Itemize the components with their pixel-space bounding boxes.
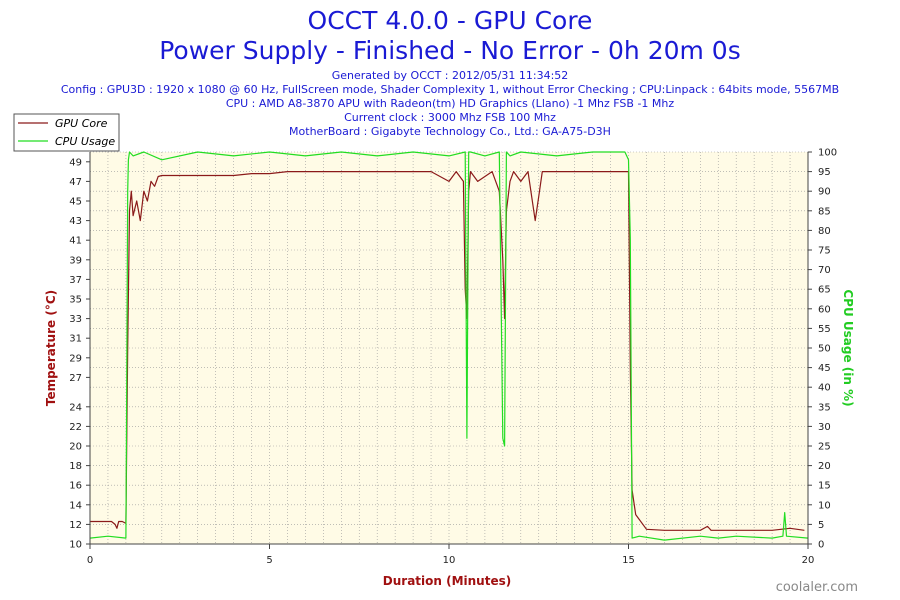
info-cpu: CPU : AMD A8-3870 APU with Radeon(tm) HD… [225, 97, 675, 110]
y-tick-label-right: 65 [818, 285, 831, 296]
x-tick-label: 10 [443, 555, 456, 566]
info-generated: Generated by OCCT : 2012/05/31 11:34:52 [331, 69, 569, 82]
y-tick-label-right: 35 [818, 402, 831, 413]
info-config: Config : GPU3D : 1920 x 1080 @ 60 Hz, Fu… [60, 83, 840, 96]
watermark-text: coolaler.com [776, 580, 858, 595]
y-tick-label-right: 15 [818, 481, 831, 492]
y-tick-label-right: 75 [818, 246, 831, 257]
y-tick-label-left: 39 [69, 255, 82, 266]
y-tick-label-left: 45 [69, 197, 82, 208]
y-tick-label-left: 29 [69, 353, 82, 364]
x-tick-label: 20 [802, 555, 815, 566]
y-tick-label-left: 47 [69, 177, 82, 188]
y-tick-label-left: 14 [69, 500, 82, 511]
y-tick-label-right: 20 [818, 461, 831, 472]
y-tick-label-left: 43 [69, 216, 82, 227]
chart-title: OCCT 4.0.0 - GPU Core [307, 6, 593, 35]
series-cpu-usage-line [89, 151, 809, 541]
y-tick-label-right: 25 [818, 442, 831, 453]
y-tick-label-right: 5 [818, 520, 824, 531]
y-tick-label-right: 100 [818, 148, 837, 159]
axes: 0 5 10 15 20 10 12 14 16 18 20 22 24 27 29 31 33 35 37 39 41… [69, 148, 837, 567]
y-tick-label-right: 55 [818, 324, 831, 335]
y-tick-label-right: 60 [818, 304, 831, 315]
grid [90, 151, 808, 545]
y-tick-label-left: 41 [69, 236, 82, 247]
series-gpu-core-line [90, 171, 805, 531]
x-tick-label: 0 [87, 555, 93, 566]
y-tick-label-right: 70 [818, 265, 831, 276]
series-layer [89, 151, 809, 541]
x-tick-label: 5 [266, 555, 272, 566]
x-tick-label: 15 [622, 555, 635, 566]
legend-box [13, 113, 120, 152]
y-tick-label-right: 85 [818, 206, 831, 217]
y-tick-label-left: 27 [69, 373, 82, 384]
x-axis-label: Duration (Minutes) [383, 574, 511, 588]
y-tick-label-right: 0 [818, 540, 824, 551]
y-axis-label-left: Temperature (°C) [44, 290, 58, 406]
y-tick-label-right: 95 [818, 167, 831, 178]
y-tick-label-left: 18 [69, 461, 82, 472]
info-clock: Current clock : 3000 Mhz FSB 100 Mhz [344, 111, 556, 124]
y-tick-label-left: 10 [69, 540, 82, 551]
y-tick-label-left: 49 [69, 157, 82, 168]
y-tick-label-right: 40 [818, 383, 831, 394]
y-tick-label-right: 45 [818, 363, 831, 374]
info-motherboard: MotherBoard : Gigabyte Technology Co., L… [289, 125, 611, 138]
y-tick-label-left: 24 [69, 402, 82, 413]
legend: GPU Core CPU Usage [13, 113, 120, 152]
y-tick-label-left: 33 [69, 314, 82, 325]
y-tick-label-right: 90 [818, 187, 831, 198]
y-tick-label-right: 50 [818, 344, 831, 355]
y-tick-label-right: 10 [818, 500, 831, 511]
y-tick-label-left: 20 [69, 442, 82, 453]
legend-label-gpu-core: GPU Core [55, 117, 108, 130]
legend-label-cpu-usage: CPU Usage [55, 135, 115, 148]
y-axis-label-right: CPU Usage (in %) [841, 289, 855, 406]
y-tick-label-left: 22 [69, 422, 82, 433]
chart-subtitle: Power Supply - Finished - No Error - 0h … [159, 36, 741, 65]
y-tick-label-right: 30 [818, 422, 831, 433]
y-tick-label-left: 37 [69, 275, 82, 286]
y-tick-label-right: 80 [818, 226, 831, 237]
y-tick-label-left: 31 [69, 334, 82, 345]
y-tick-label-left: 16 [69, 481, 82, 492]
y-tick-label-left: 12 [69, 520, 82, 531]
y-tick-label-left: 35 [69, 295, 82, 306]
